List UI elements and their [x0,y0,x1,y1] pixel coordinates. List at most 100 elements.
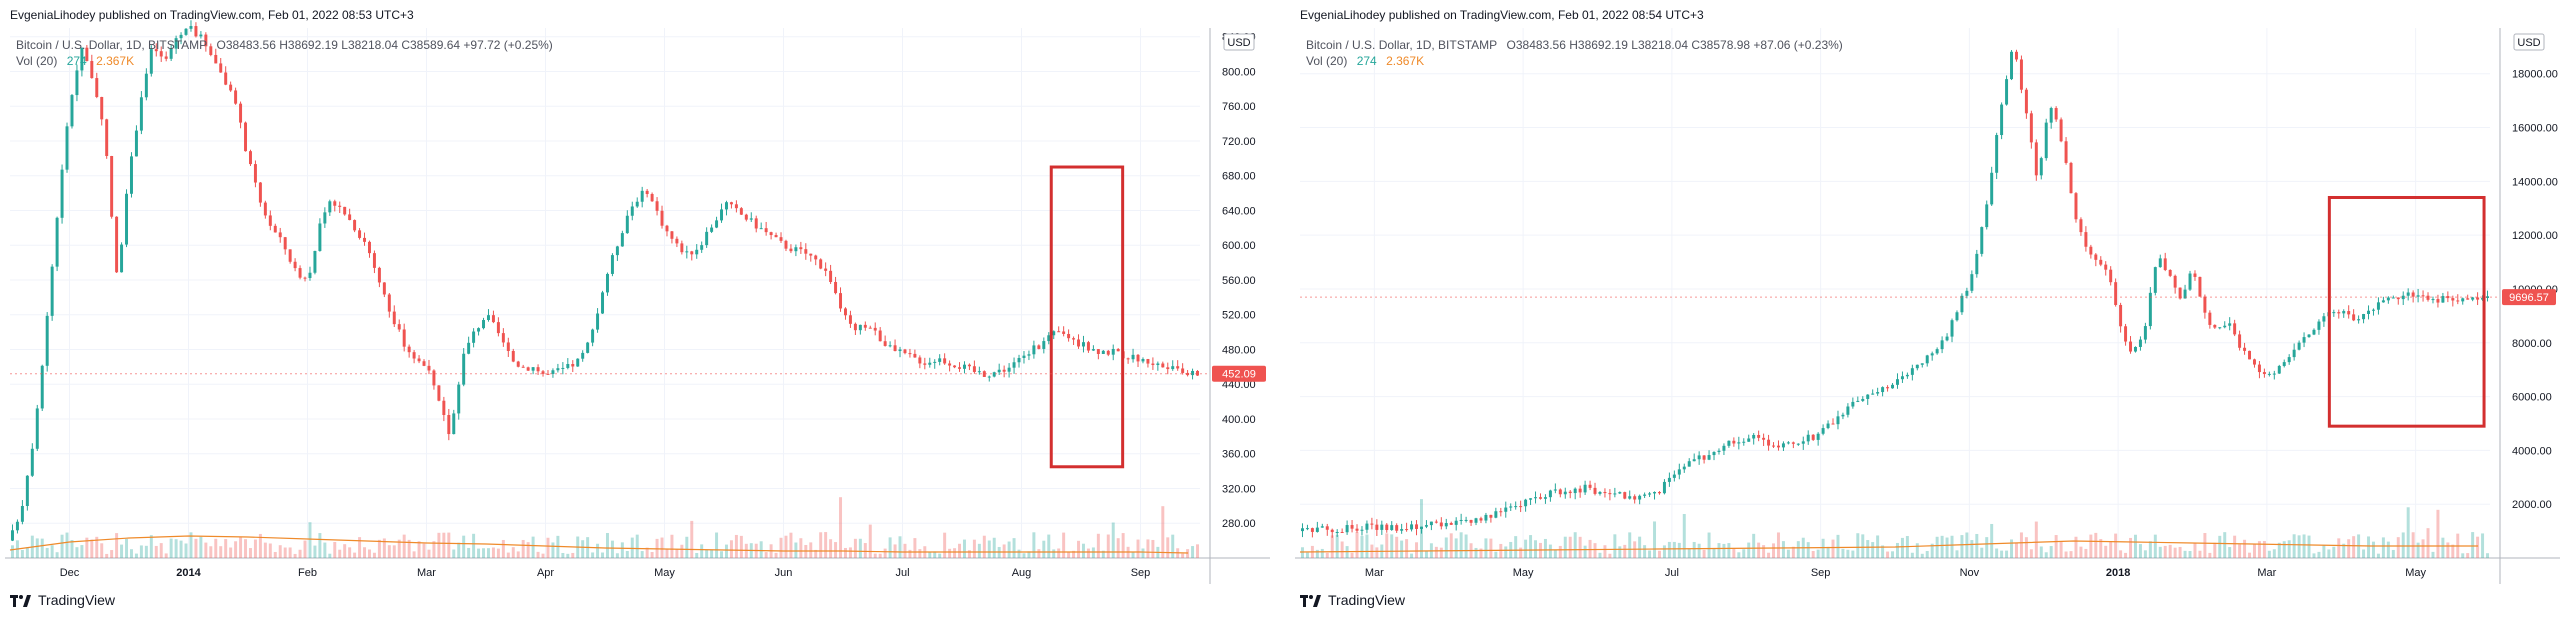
volume-bar [268,543,272,558]
candle-body [1915,364,1919,369]
symbol-name[interactable]: Bitcoin / U.S. Dollar, 1D, BITSTAMP [16,38,208,52]
volume-bar [2426,528,2430,558]
volume-bar [640,551,644,558]
tradingview-brand[interactable]: TradingView [10,592,115,608]
volume-bar [898,536,902,558]
candle-body [1012,362,1016,368]
volume-bar [422,543,426,558]
candle-body [2466,298,2470,300]
candle-body [1945,336,1949,341]
volume-bar [214,538,218,558]
candle-body [1568,491,1572,494]
volume-bar [1136,539,1140,558]
volume-label[interactable]: Vol (20) [16,54,58,68]
candle-body [690,251,694,255]
volume-bar [1320,548,1324,558]
candle-body [338,205,342,207]
candle-body [1851,401,1855,407]
candle-body [1672,474,1676,478]
volume-bar [50,545,54,558]
candle-body [1375,524,1379,530]
last-price-label: 9696.57 [2509,292,2549,304]
candle-body [1191,370,1195,376]
y-tick-label: 680.00 [1222,171,1256,183]
candle-body [883,341,887,346]
candle-body [2044,122,2048,159]
candle-body [293,261,297,269]
volume-bar [2248,552,2252,558]
volume-label[interactable]: Vol (20) [1306,54,1348,68]
y-tick-label: 6000.00 [2512,392,2552,404]
candle-body [913,353,917,358]
volume-bar [1762,545,1766,558]
candle-body [1062,331,1066,334]
volume-bar [650,552,654,558]
volume-bar [1776,532,1780,558]
volume-bar [2371,541,2375,558]
volume-bar [1543,538,1547,558]
candle-body [1717,450,1721,452]
candle-body [1841,414,1845,417]
candle-body [967,364,971,367]
candle-body [1752,434,1756,439]
volume-bar [1648,550,1652,558]
ohlc-values: O38483.56 H38692.19 L38218.04 C38589.64 … [216,38,553,52]
volume-bar [120,544,124,558]
volume-bar [2089,534,2093,558]
volume-bar [1395,536,1399,558]
volume-bar [382,538,386,558]
candle-body [848,315,852,324]
volume-bar [2228,547,2232,558]
candle-body [1871,393,1875,395]
candle-body [1136,354,1140,362]
volume-bar [353,552,357,558]
candle-body [1920,363,1924,365]
candle-body [110,155,114,217]
candle-body [1772,445,1776,447]
right-candlestick-chart[interactable]: 18000.0016000.0014000.0012000.0010000.00… [1290,0,2560,619]
candle-body [878,330,882,342]
volume-bar [1895,542,1899,558]
volume-bar [1081,543,1085,558]
candle-body [1434,521,1438,523]
left-candlestick-chart[interactable]: 840.00800.00760.00720.00680.00640.00600.… [0,0,1270,619]
candle-body [953,365,957,368]
candle-body [1881,387,1885,393]
candle-body [1613,493,1617,495]
candle-body [1633,496,1637,500]
candle-body [333,201,337,206]
candle-body [134,130,138,157]
y-tick-label: 12000.00 [2512,230,2558,242]
symbol-name[interactable]: Bitcoin / U.S. Dollar, 1D, BITSTAMP [1306,38,1498,52]
candle-body [1380,524,1384,530]
volume-bar [253,539,257,558]
volume-bar [521,539,525,558]
candle-body [1101,350,1105,354]
candle-body [1156,363,1160,365]
volume-bar [427,549,431,558]
volume-bar [2381,537,2385,558]
candle-body [164,56,168,59]
volume-bar [2471,532,2475,558]
volume-bar [1781,541,1785,558]
ohlc-values: O38483.56 H38692.19 L38218.04 C38578.98 … [1506,38,1843,52]
volume-bar [2119,550,2123,558]
volume-bar [2168,544,2172,558]
candle-body [1697,455,1701,460]
volume-bar [1166,537,1170,558]
candle-body [1821,428,1825,434]
candle-body [819,259,823,269]
x-tick-label: Jul [1665,567,1679,579]
volume-bar [1052,549,1056,558]
volume-bar [958,543,962,558]
tradingview-brand[interactable]: TradingView [1300,592,1405,608]
candle-body [1534,497,1538,499]
volume-bar [2406,507,2410,558]
volume-bar [1067,552,1071,558]
volume-bar [1717,543,1721,558]
volume-bar [1891,551,1895,558]
candle-body [1355,528,1359,531]
candle-body [387,294,391,312]
candle-body [1161,363,1165,368]
candle-body [204,34,208,47]
